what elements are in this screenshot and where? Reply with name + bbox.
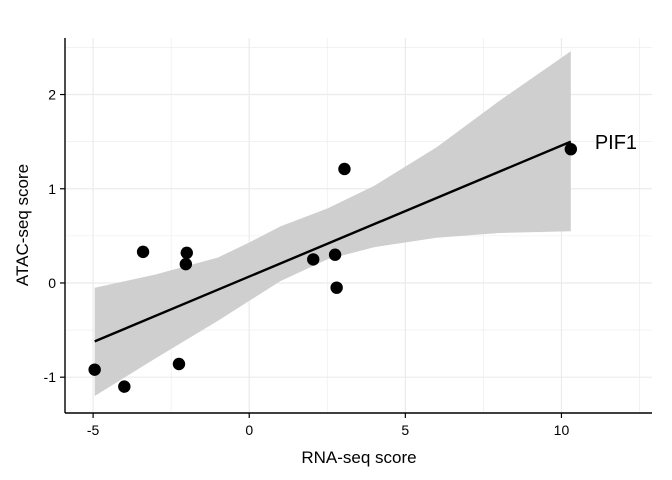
data-point-9 [338, 162, 351, 176]
x-tick-label: 5 [401, 422, 409, 438]
confidence-band-layer [94, 51, 571, 396]
annotations: PIF1 [595, 132, 637, 154]
y-tick-label: -1 [44, 369, 57, 385]
data-point-8 [330, 281, 343, 294]
x-tick-label: -5 [87, 422, 100, 438]
data-point-5 [179, 257, 193, 271]
data-point-6 [307, 253, 320, 266]
y-tick-label: 1 [48, 181, 56, 197]
point-annotation-label: PIF1 [595, 132, 637, 154]
data-point-0 [88, 363, 101, 376]
data-point-3 [172, 357, 186, 371]
axes: -5 0 5 10 -1 0 1 2 [44, 38, 652, 438]
y-tick-label: 0 [48, 275, 56, 291]
x-axis-title: RNA-seq score [301, 448, 416, 467]
data-point-1 [118, 380, 131, 393]
data-point-10 [564, 142, 578, 156]
data-point-4 [180, 246, 193, 260]
x-tick-label: 10 [554, 422, 570, 438]
y-axis-title: ATAC-seq score [13, 164, 32, 286]
regression-line [94, 140, 572, 343]
data-point-2 [136, 245, 150, 259]
confidence-band [94, 51, 571, 396]
fit-line-layer [94, 140, 572, 343]
data-point-7 [328, 248, 342, 261]
x-tick-label: 0 [245, 422, 253, 438]
y-tick-label: 2 [48, 87, 56, 103]
data-points [88, 142, 578, 393]
